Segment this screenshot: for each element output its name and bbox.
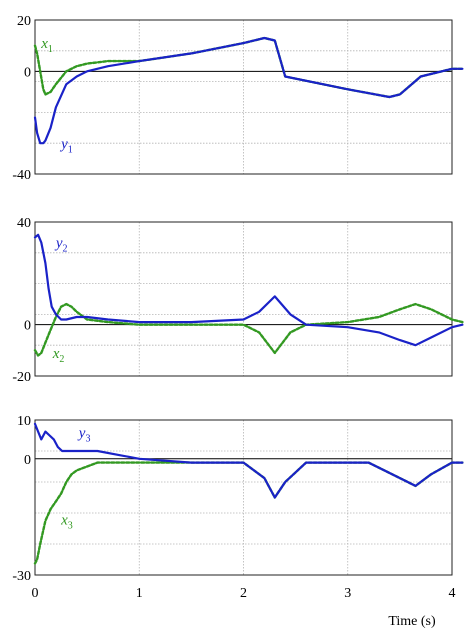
y-tick-label: 0 [24, 453, 31, 468]
series-label-x3: x3 [60, 513, 73, 532]
series-label-y3: y3 [77, 425, 91, 444]
x-tick-label: 4 [449, 586, 456, 601]
y-tick-label: 40 [17, 216, 31, 231]
series-line-y2 [33, 233, 464, 347]
series-label-y2: y2 [54, 236, 68, 255]
y-tick-label: 0 [24, 65, 31, 80]
series-label-y1: y1 [59, 136, 73, 155]
panel-1: -40 0 20 x1 y1 [12, 14, 464, 183]
series-label-x2: x2 [52, 346, 65, 365]
series-line-y3 [33, 422, 464, 499]
x-axis-label: Time (s) [388, 614, 436, 629]
x-tick-label: 1 [136, 586, 143, 601]
x-tick-label: 0 [32, 586, 39, 601]
y-tick-label: 20 [17, 14, 31, 29]
panel-2: -20 0 40 y2 x2 [12, 216, 464, 385]
plot-frame [34, 19, 453, 175]
y-tick-label: -40 [12, 168, 31, 183]
series-line-x2 [33, 302, 464, 357]
y-tick-label: -20 [12, 370, 31, 385]
series-line-y1 [33, 36, 464, 145]
plot-frame [34, 419, 453, 576]
x-tick-label: 3 [344, 586, 351, 601]
series-label-x1: x1 [40, 36, 53, 55]
plot-frame [34, 221, 453, 377]
y-tick-label: -30 [12, 569, 31, 584]
x-tick-label: 2 [240, 586, 247, 601]
y-tick-label: 10 [17, 414, 31, 429]
y-tick-label: 0 [24, 319, 31, 334]
